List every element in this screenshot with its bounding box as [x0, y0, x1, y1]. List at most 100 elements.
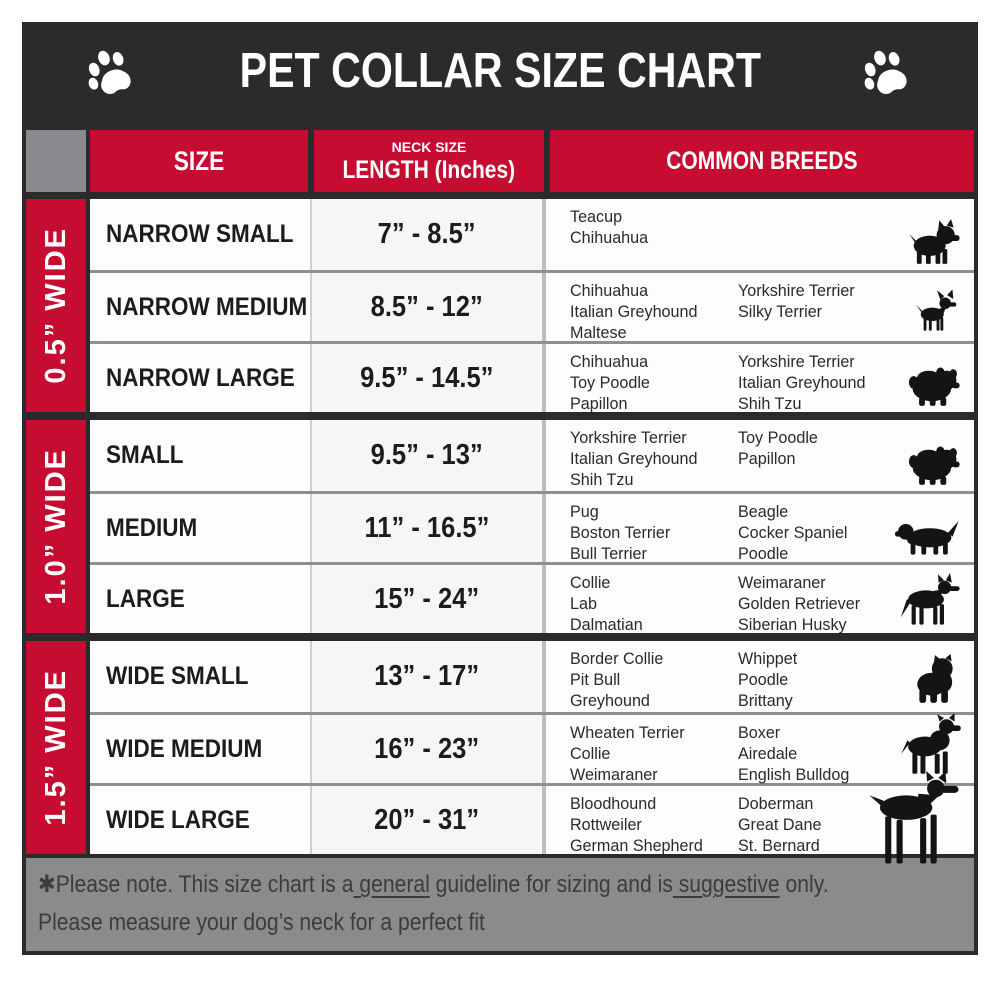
neck-range-value: 8.5” - 12” — [370, 290, 484, 323]
neck-range-cell: 13” - 17” — [310, 641, 542, 712]
breed-name: Toy Poodle — [570, 373, 650, 392]
breed-name: Collie — [570, 573, 611, 592]
breed-name: Italian Greyhound — [570, 449, 698, 468]
neck-range-value: 9.5” - 13” — [370, 439, 484, 471]
breeds-column-2: Toy Poodle Papillon — [738, 427, 974, 491]
bulldog-icon — [910, 651, 962, 707]
neck-range-cell: 11” - 16.5” — [310, 494, 542, 562]
breed-name: Golden Retriever — [738, 594, 861, 613]
breed-name: Papillon — [738, 449, 796, 468]
shepherd-icon — [896, 572, 962, 628]
breeds-cell: Bloodhound Rottweiler German Shepherd Dober… — [542, 771, 974, 864]
breeds-cell: Chihuahua Toy Poodle Papillon Yorkshire Ter… — [542, 344, 974, 413]
breeds-column-1: Wheaten Terrier Collie Weimaraner — [570, 722, 738, 784]
breeds-column-2: Doberman Great Dane St. Bernard — [738, 793, 974, 855]
breed-name: Italian Greyhound — [570, 302, 698, 321]
neck-range-cell: 15” - 24” — [310, 565, 542, 633]
table-header-row: SIZE NECK SIZE LENGTH (Inches) COMMON BR… — [26, 130, 974, 192]
size-label: WIDE LARGE — [106, 805, 250, 834]
neck-range-value: 16” - 23” — [374, 732, 480, 765]
breed-name: Border Collie — [570, 649, 664, 668]
group-rows: NARROW SMALL 7” - 8.5” Teacup Chihuahua NARR… — [90, 199, 974, 413]
breed-name: Siberian Husky — [738, 615, 847, 634]
breed-name: Wheaten Terrier — [570, 723, 685, 742]
column-header-neck-line2: LENGTH (Inches) — [342, 155, 516, 184]
breeds-column-2: Whippet Poodle Brittany — [738, 648, 974, 712]
neck-range-cell: 20” - 31” — [310, 786, 542, 854]
underlined-term: suggestive — [672, 871, 780, 898]
neck-range-value: 20” - 31” — [374, 803, 480, 836]
column-header-size: SIZE — [90, 130, 308, 192]
breed-name: Yorkshire Terrier — [738, 352, 855, 371]
size-cell: WIDE LARGE — [90, 786, 310, 854]
size-label: NARROW LARGE — [106, 363, 295, 392]
paw-icon — [84, 44, 140, 100]
breeds-cell: Wheaten Terrier Collie Weimaraner Boxer Aire… — [542, 713, 974, 784]
breeds-cell: Yorkshire Terrier Italian Greyhound Shih T… — [542, 420, 974, 491]
breed-name: Maltese — [570, 323, 627, 342]
breed-name: English Bulldog — [738, 765, 850, 784]
size-label: LARGE — [106, 584, 185, 613]
breeds-column-2: Boxer Airedale English Bulldog — [738, 722, 974, 784]
dachshund-icon — [894, 515, 962, 557]
breed-name: Cocker Spaniel — [738, 523, 848, 542]
underlined-term: general — [353, 871, 430, 898]
breed-name: Papillon — [570, 394, 628, 413]
breeds-column-1: Teacup Chihuahua — [570, 206, 738, 270]
size-cell: NARROW MEDIUM — [90, 273, 310, 341]
width-band-label: 0.5” WIDE — [39, 227, 72, 384]
width-band-label: 1.5” WIDE — [39, 669, 72, 826]
breed-name: Italian Greyhound — [738, 373, 866, 392]
size-label: NARROW MEDIUM — [106, 292, 308, 321]
size-label: NARROW SMALL — [106, 220, 294, 248]
footer-line-1: ✱Please note. This size chart is a gener… — [38, 866, 862, 904]
breed-name: German Shepherd — [570, 836, 703, 855]
table-row: WIDE LARGE 20” - 31” Bloodhound Rottweiler G… — [90, 771, 974, 864]
breeds-cell: Chihuahua Italian Greyhound Maltese Yorkshi… — [542, 273, 974, 342]
size-label: SMALL — [106, 441, 184, 469]
breeds-column-1: Collie Lab Dalmatian — [570, 572, 738, 634]
breeds-column-2: Weimaraner Golden Retriever Siberian Husky — [738, 572, 974, 634]
paw-icon — [860, 44, 916, 100]
footer-note: ✱Please note. This size chart is a gener… — [22, 858, 978, 955]
size-group: 1.0” WIDE SMALL 9.5” - 13” Yorkshire Terrie… — [26, 420, 974, 634]
corner-cell — [26, 130, 86, 192]
breed-name: Poodle — [738, 544, 789, 563]
neck-range-value: 9.5” - 14.5” — [360, 361, 494, 394]
breed-name: Pit Bull — [570, 670, 621, 689]
breeds-cell: Pug Boston Terrier Bull Terrier Beagle Cocke… — [542, 494, 974, 563]
breed-name: Airedale — [738, 744, 798, 763]
width-band-label: 1.0” WIDE — [39, 448, 72, 605]
footer-segment: guideline for sizing and is — [429, 871, 673, 898]
title-bar: PET COLLAR SIZE CHART — [22, 22, 978, 120]
size-cell: MEDIUM — [90, 494, 310, 562]
yorkie-icon — [908, 217, 962, 265]
chihuahua-icon — [914, 284, 962, 336]
neck-range-value: 11” - 16.5” — [364, 511, 490, 544]
neck-range-value: 7” - 8.5” — [378, 218, 476, 250]
footer-segment: only. — [779, 871, 829, 898]
breed-name: Chihuahua — [570, 352, 649, 371]
size-cell: NARROW LARGE — [90, 344, 310, 412]
breed-name: Dalmatian — [570, 615, 643, 634]
page-title-text: PET COLLAR SIZE CHART — [239, 44, 761, 98]
neck-range-value: 13” - 17” — [374, 660, 480, 692]
breed-name: Beagle — [738, 502, 789, 521]
group-rows: WIDE SMALL 13” - 17” Border Collie Pit Bull… — [90, 641, 974, 864]
breed-name: Lab — [570, 594, 597, 613]
breeds-column-2: Yorkshire Terrier Silky Terrier — [738, 280, 974, 341]
breeds-column-1: Bloodhound Rottweiler German Shepherd — [570, 793, 738, 855]
breed-name: Brittany — [738, 691, 793, 710]
table-row: LARGE 15” - 24” Collie Lab Dalmatian Weimaran… — [90, 562, 974, 634]
table-body: 0.5” WIDE NARROW SMALL 7” - 8.5” Teacup Chih… — [26, 199, 974, 864]
breeds-column-1: Border Collie Pit Bull Greyhound — [570, 648, 738, 712]
neck-range-cell: 9.5” - 13” — [310, 420, 542, 491]
width-band: 1.0” WIDE — [26, 420, 86, 633]
breeds-cell: Teacup Chihuahua — [542, 199, 974, 270]
breed-name: Weimaraner — [738, 573, 826, 592]
neck-range-value: 15” - 24” — [374, 582, 480, 615]
size-cell: SMALL — [90, 420, 310, 491]
column-header-breeds-label: COMMON BREEDS — [666, 146, 858, 175]
size-cell: LARGE — [90, 565, 310, 633]
breed-name: Greyhound — [570, 691, 650, 710]
